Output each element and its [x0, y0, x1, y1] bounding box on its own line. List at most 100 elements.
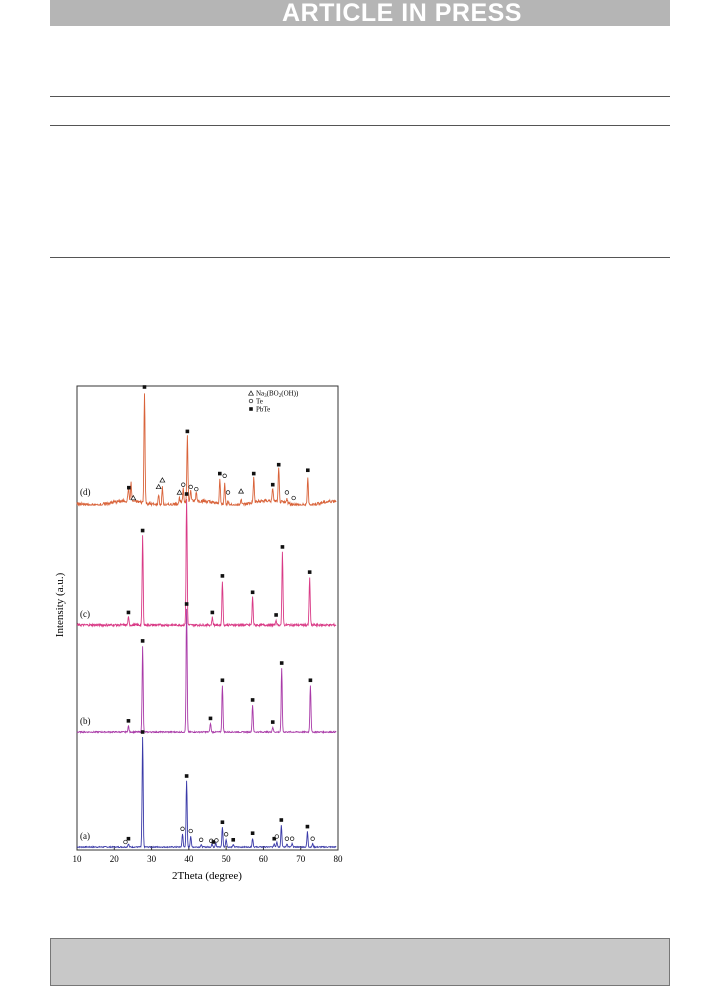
te-marker [194, 486, 199, 492]
x-tick-label: 80 [334, 854, 344, 864]
pbte-marker [140, 730, 145, 734]
spectrum-line-c [76, 498, 337, 628]
pbte-marker [231, 838, 236, 842]
spectrum-line-b [76, 608, 337, 735]
na3bo2oh-marker [238, 488, 245, 494]
pbte-marker [185, 429, 190, 434]
legend-label: PbTe [256, 406, 270, 414]
legend-circle-icon [248, 398, 254, 404]
pbte-marker [279, 661, 284, 665]
series-label-c: (c) [80, 609, 90, 619]
na3bo2oh-marker [176, 489, 183, 495]
te-marker [291, 495, 296, 501]
x-tick-label: 50 [222, 854, 232, 864]
te-marker [123, 839, 128, 845]
te-marker [310, 836, 315, 841]
legend-label-part: Te [256, 398, 263, 406]
te-marker [222, 473, 227, 478]
na3bo2oh-marker [159, 477, 166, 483]
spectra [76, 393, 337, 849]
x-tick-label: 40 [184, 854, 194, 864]
footer-citation-box [50, 938, 670, 986]
x-ticks: 10 20 30 40 50 60 70 80 [73, 846, 344, 864]
te-marker [180, 826, 185, 831]
abstract-rule [50, 257, 670, 258]
plot-frame [76, 385, 339, 851]
series-label-b: (b) [80, 716, 91, 726]
pbte-marker [126, 719, 131, 723]
pbte-marker [220, 820, 225, 824]
pbte-marker [307, 570, 312, 574]
pbte-marker [142, 385, 147, 389]
legend-label-part: (BO [267, 390, 279, 398]
legend-label: Na3(BO2(OH)) [256, 390, 299, 400]
te-marker [188, 484, 193, 490]
te-marker [284, 836, 290, 841]
legend-label-part: 2 [279, 394, 282, 399]
pbte-marker [308, 678, 313, 683]
spectrum-line-d [76, 393, 337, 507]
pbte-marker [270, 720, 275, 724]
te-marker [181, 482, 186, 487]
x-tick-label: 30 [147, 854, 157, 864]
pbte-marker [126, 610, 131, 615]
pbte-marker [220, 574, 225, 578]
pbte-marker [211, 840, 216, 844]
xrd-chart: 10 20 30 40 50 60 70 80 (a) (b) (c) (d) Na3(BO2(OH… [54, 385, 344, 882]
pbte-marker [127, 485, 131, 490]
phase-markers [123, 385, 315, 845]
na3bo2oh-marker [155, 483, 162, 490]
pbte-marker [184, 774, 189, 778]
pbte-marker [270, 482, 275, 487]
pbte-marker [279, 818, 284, 822]
te-marker [225, 490, 231, 495]
header-rule-bottom [50, 125, 670, 126]
x-axis-label: 2Theta (degree) [172, 870, 242, 882]
legend-label-part: 3 [264, 394, 267, 399]
pbte-marker [251, 471, 256, 476]
header-rule-top [50, 96, 670, 97]
pbte-marker [210, 610, 215, 615]
pbte-marker [140, 639, 145, 643]
te-marker [199, 837, 204, 842]
pbte-marker [280, 545, 285, 549]
pbte-marker [272, 836, 277, 841]
pbte-marker [250, 590, 255, 595]
series-labels: (a) (b) (c) (d) [80, 487, 91, 841]
pbte-marker [250, 831, 255, 835]
legend-label-part: PbTe [256, 406, 270, 414]
series-label-d: (d) [80, 487, 91, 497]
x-tick-label: 60 [259, 854, 269, 864]
xrd-figure: 10 20 30 40 50 60 70 80 (a) (b) (c) (d) Na3(BO2(OH… [50, 385, 350, 885]
legend-label-part: Na [256, 390, 265, 398]
pbte-marker [140, 528, 145, 533]
pbte-marker [276, 462, 281, 467]
pbte-marker [218, 471, 222, 476]
x-tick-label: 20 [110, 854, 120, 864]
pbte-marker [208, 716, 213, 721]
pbte-marker [184, 492, 189, 496]
legend-triangle-icon [247, 390, 255, 396]
pbte-marker [126, 836, 131, 841]
legend-label-part: (OH)) [281, 390, 299, 398]
pbte-marker [305, 824, 310, 829]
legend-square-icon [249, 407, 253, 411]
te-marker [223, 832, 229, 837]
te-marker [274, 834, 280, 839]
x-tick-label: 10 [73, 854, 83, 864]
te-marker [284, 490, 290, 495]
te-marker [188, 828, 193, 834]
te-marker [214, 838, 219, 843]
pbte-marker [250, 698, 255, 702]
pbte-marker [274, 613, 278, 617]
series-label-a: (a) [80, 831, 90, 841]
article-in-press-banner: ARTICLE IN PRESS [50, 0, 670, 26]
te-marker [289, 836, 295, 841]
pbte-marker [184, 602, 189, 606]
x-tick-label: 70 [296, 854, 306, 864]
pbte-marker [305, 468, 310, 473]
spectrum-line-a [76, 736, 337, 849]
pbte-marker [220, 678, 225, 683]
legend-label: Te [256, 398, 263, 406]
